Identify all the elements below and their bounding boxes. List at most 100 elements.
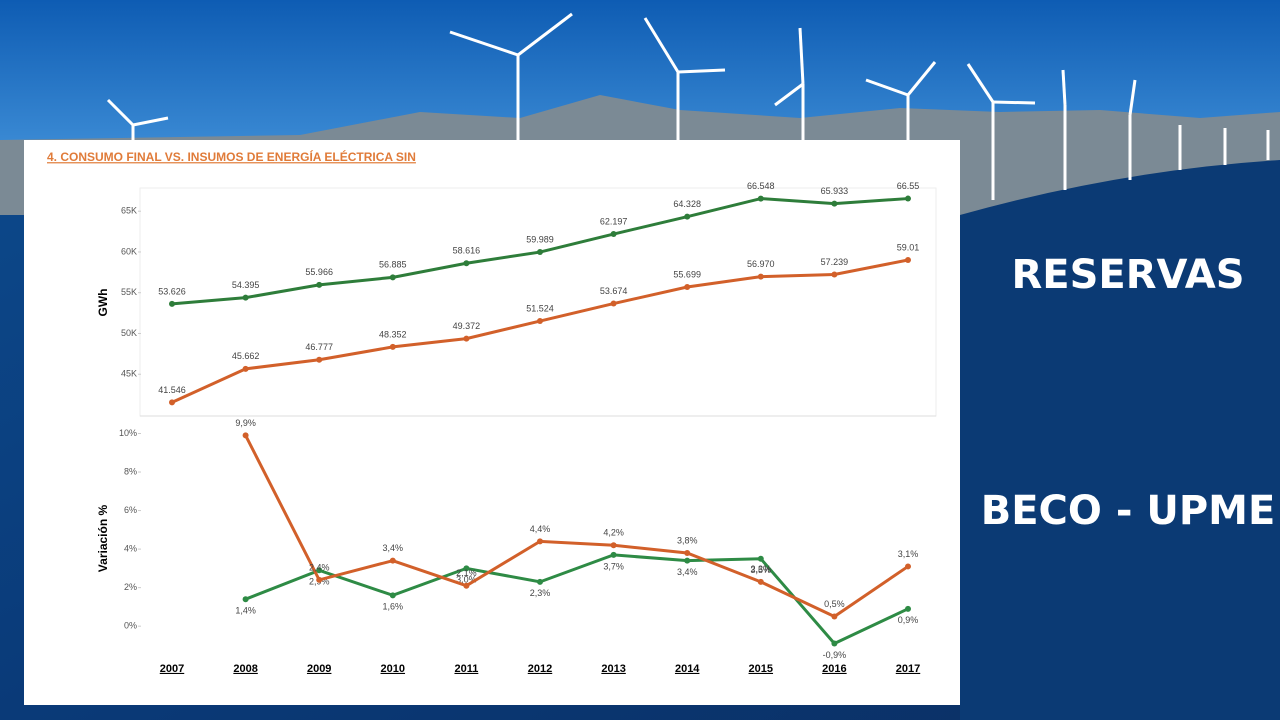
x-tick-label: 2015: [749, 663, 773, 675]
y-tick-label: 60K: [121, 246, 137, 256]
data-point: [242, 294, 249, 301]
data-point: [389, 557, 396, 564]
data-point: [757, 195, 764, 202]
y-tick-label: 8%: [124, 466, 137, 476]
data-label: 3,4%: [677, 567, 698, 577]
data-label: 2,3%: [530, 588, 551, 598]
data-point: [169, 399, 175, 406]
data-label: 48.352: [379, 329, 407, 339]
x-tick-label: 2011: [454, 663, 478, 675]
data-point: [537, 318, 543, 325]
slide-heading: RESERVAS: [1011, 252, 1244, 298]
data-label: 51.524: [526, 303, 554, 313]
data-label: 56.970: [747, 259, 775, 269]
plot-area: [139, 187, 937, 417]
data-point: [463, 582, 470, 589]
data-point: [684, 284, 691, 291]
data-point: [684, 213, 691, 220]
data-label: -0,9%: [823, 650, 847, 660]
swoosh: [960, 160, 1280, 720]
data-label: 0,9%: [898, 615, 919, 625]
data-label: 4,2%: [603, 528, 624, 538]
data-point: [905, 563, 911, 570]
data-point: [610, 551, 617, 558]
data-label: 4,4%: [530, 524, 551, 534]
data-label: 49.372: [453, 321, 481, 331]
x-tick-label: 2014: [675, 663, 700, 675]
data-point: [831, 200, 838, 207]
data-point: [463, 335, 470, 342]
data-label: 65.933: [821, 186, 849, 196]
data-point: [242, 365, 249, 372]
series-line: [245, 553, 909, 646]
data-label: 3,5%: [751, 565, 772, 575]
data-label: 57.239: [821, 257, 849, 267]
data-point: [831, 271, 838, 278]
data-point: [537, 578, 543, 585]
y-tick-label: 65K: [121, 206, 137, 216]
data-label: 55.699: [673, 269, 701, 279]
y-tick-label: 6%: [124, 505, 137, 515]
x-tick-label: 2016: [822, 663, 846, 675]
data-point: [757, 555, 764, 562]
data-label: 62.197: [600, 216, 628, 226]
data-point: [610, 231, 617, 238]
data-point: [537, 538, 543, 545]
data-label: 9,9%: [235, 418, 256, 428]
data-label: 59.989: [526, 234, 554, 244]
y-tick-label: 55K: [121, 287, 137, 297]
x-tick-label: 2009: [307, 663, 331, 675]
x-tick-label: 2012: [528, 663, 552, 675]
data-point: [169, 300, 175, 307]
data-point: [757, 578, 764, 585]
data-point: [316, 281, 323, 288]
data-label: 2,3%: [751, 564, 772, 574]
data-label: 45.662: [232, 351, 260, 361]
data-label: 3,1%: [898, 549, 919, 559]
data-point: [316, 576, 323, 583]
data-label: 0,5%: [824, 599, 845, 609]
data-point: [389, 592, 396, 599]
data-label: 3,8%: [677, 535, 698, 545]
data-label: 46.777: [305, 342, 333, 352]
data-point: [905, 195, 911, 202]
data-label: 41.546: [158, 385, 186, 395]
data-point: [537, 249, 543, 256]
data-point: [757, 273, 764, 280]
data-point: [316, 567, 323, 574]
series-line: [244, 434, 909, 619]
data-point: [242, 432, 249, 439]
data-label: 53.674: [600, 286, 628, 296]
data-label: 1,6%: [383, 602, 404, 612]
data-label: 2,1%: [456, 568, 477, 578]
y-tick-label: 45K: [121, 369, 137, 379]
data-point: [684, 549, 691, 556]
data-label: 2,4%: [309, 562, 330, 572]
data-label: 3,7%: [603, 561, 624, 571]
data-point: [610, 300, 617, 307]
data-label: 1,4%: [235, 606, 256, 616]
x-tick-label: 2007: [160, 663, 184, 675]
data-point: [389, 274, 396, 281]
data-label: 66.55: [897, 181, 920, 191]
data-point: [389, 343, 396, 350]
data-label: 53.626: [158, 286, 186, 296]
data-point: [242, 596, 249, 603]
y-tick-label: 2%: [124, 582, 137, 592]
data-point: [905, 605, 911, 612]
data-label: 58.616: [453, 246, 481, 256]
x-tick-label: 2013: [601, 663, 625, 675]
y-tick-label: 50K: [121, 328, 137, 338]
slide-heading: BECO - UPME: [981, 488, 1276, 534]
data-point: [831, 640, 838, 647]
data-point: [463, 260, 470, 267]
data-label: 3,0%: [456, 575, 477, 585]
y-axis-label: Variación %: [96, 504, 110, 572]
data-point: [610, 542, 617, 549]
y-axis-label: GWh: [96, 289, 110, 317]
data-point: [831, 613, 838, 620]
y-tick-label: 4%: [124, 543, 137, 553]
y-tick-label: 0%: [124, 621, 137, 631]
x-tick-label: 2017: [896, 663, 920, 675]
